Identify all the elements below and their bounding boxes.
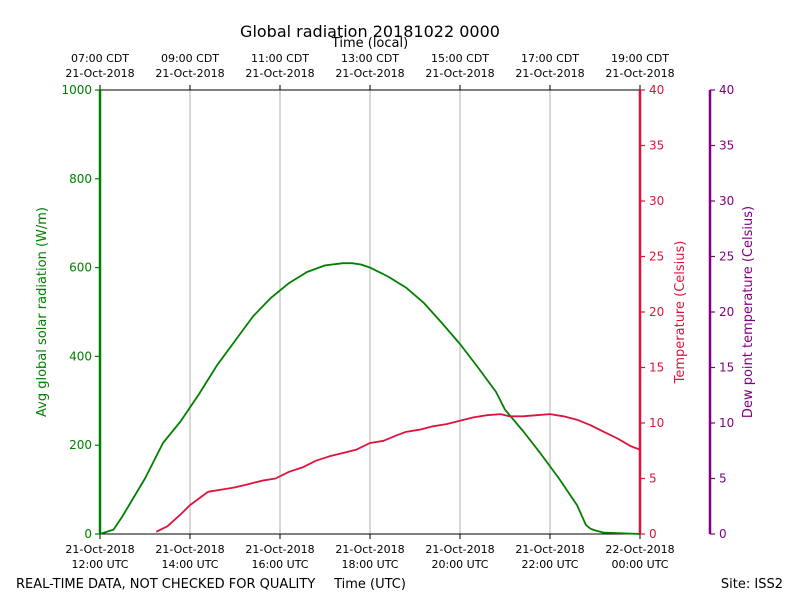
- radiation-series-line: [99, 262, 641, 535]
- dewpoint-tick-label: 10: [719, 416, 734, 430]
- top-tick-label-date: 21-Oct-2018: [515, 67, 584, 80]
- left-y-axis-label: Avg global solar radiation (W/m): [35, 207, 50, 417]
- x-tick-label-time: 00:00 UTC: [611, 558, 668, 571]
- dewpoint-tick-label: 20: [719, 305, 734, 319]
- x-tick-label-time: 12:00 UTC: [71, 558, 128, 571]
- top-tick-label-date: 21-Oct-2018: [425, 67, 494, 80]
- left-y-tick-label: 0: [84, 527, 92, 541]
- top-axis-label: Time (local): [331, 36, 408, 51]
- dewpoint-tick-label: 35: [719, 139, 734, 153]
- series-lines: [99, 262, 641, 535]
- x-tick-label-time: 16:00 UTC: [251, 558, 308, 571]
- chart-title: Global radiation 20181022 0000: [240, 22, 500, 41]
- x-tick-label-time: 20:00 UTC: [431, 558, 488, 571]
- top-tick-label-time: 07:00 CDT: [71, 52, 129, 65]
- temperature-axis-label: Temperature (Celsius): [673, 241, 688, 385]
- left-y-tick-label: 800: [69, 172, 92, 186]
- left-y-tick-label: 1000: [61, 83, 92, 97]
- temperature-tick-label: 10: [649, 416, 664, 430]
- top-tick-label-date: 21-Oct-2018: [65, 67, 134, 80]
- x-tick-label-time: 18:00 UTC: [341, 558, 398, 571]
- dewpoint-tick-label: 40: [719, 83, 734, 97]
- top-tick-label-time: 19:00 CDT: [611, 52, 669, 65]
- dewpoint-axis-label: Dew point temperature (Celsius): [741, 206, 756, 418]
- temperature-tick-label: 30: [649, 194, 664, 208]
- temperature-tick-label: 25: [649, 250, 664, 264]
- temperature-series-line: [155, 413, 641, 533]
- top-tick-label-time: 15:00 CDT: [431, 52, 489, 65]
- top-tick-label-time: 11:00 CDT: [251, 52, 309, 65]
- temperature-tick-label: 15: [649, 361, 664, 375]
- x-tick-label-date: 21-Oct-2018: [515, 543, 584, 556]
- left-y-tick-label: 400: [69, 349, 92, 363]
- x-axis-label: Time (UTC): [333, 577, 406, 592]
- top-tick-label-time: 17:00 CDT: [521, 52, 579, 65]
- x-tick-label-date: 21-Oct-2018: [335, 543, 404, 556]
- temperature-tick-label: 35: [649, 139, 664, 153]
- x-tick-label-date: 21-Oct-2018: [65, 543, 134, 556]
- axes-ticks: 21-Oct-2018 12:00 UTC 21-Oct-2018 14:00 UTC…: [61, 52, 734, 571]
- quality-disclaimer: REAL-TIME DATA, NOT CHECKED FOR QUALITY: [16, 577, 315, 592]
- left-y-tick-label: 600: [69, 261, 92, 275]
- grid-lines: [189, 90, 551, 534]
- top-tick-label-time: 09:00 CDT: [161, 52, 219, 65]
- top-tick-label-date: 21-Oct-2018: [245, 67, 314, 80]
- temperature-tick-label: 20: [649, 305, 664, 319]
- top-tick-label-date: 21-Oct-2018: [335, 67, 404, 80]
- x-tick-label-date: 22-Oct-2018: [605, 543, 674, 556]
- site-label: Site: ISS2: [721, 577, 783, 592]
- temperature-tick-label: 0: [649, 527, 657, 541]
- x-tick-label-date: 21-Oct-2018: [425, 543, 494, 556]
- temperature-tick-label: 5: [649, 472, 657, 486]
- dewpoint-tick-label: 5: [719, 472, 727, 486]
- x-tick-label-time: 22:00 UTC: [521, 558, 578, 571]
- temperature-tick-label: 40: [649, 83, 664, 97]
- dewpoint-tick-label: 25: [719, 250, 734, 264]
- top-tick-label-date: 21-Oct-2018: [155, 67, 224, 80]
- dewpoint-tick-label: 15: [719, 361, 734, 375]
- x-tick-label-time: 14:00 UTC: [161, 558, 218, 571]
- top-tick-label-time: 13:00 CDT: [341, 52, 399, 65]
- dewpoint-tick-label: 30: [719, 194, 734, 208]
- x-tick-label-date: 21-Oct-2018: [245, 543, 314, 556]
- left-y-tick-label: 200: [69, 438, 92, 452]
- dewpoint-tick-label: 0: [719, 527, 727, 541]
- x-tick-label-date: 21-Oct-2018: [155, 543, 224, 556]
- top-tick-label-date: 21-Oct-2018: [605, 67, 674, 80]
